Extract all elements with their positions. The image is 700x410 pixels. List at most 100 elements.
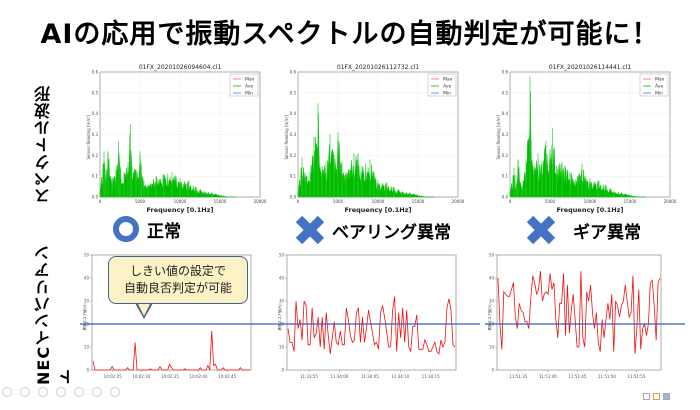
invariant-chart-bearing: 0102030405011:33:5511:34:0011:34:0511:34… (275, 250, 480, 390)
subtitle-icon[interactable] (92, 387, 102, 397)
svg-text:10:02:40: 10:02:40 (190, 374, 208, 379)
svg-text:5000: 5000 (333, 199, 344, 204)
status-label: 正常 (147, 221, 181, 242)
svg-text:40: 40 (279, 276, 285, 281)
svg-text:0: 0 (297, 199, 300, 204)
svg-text:11:51:55: 11:51:55 (627, 374, 645, 379)
svg-text:Ave: Ave (443, 84, 451, 90)
svg-text:0: 0 (281, 368, 284, 373)
svg-text:0: 0 (491, 368, 494, 373)
svg-text:11:34:10: 11:34:10 (391, 374, 409, 379)
slide-title: AIの応用で振動スペクトルの自動判定が可能に！ (40, 19, 660, 50)
svg-text:0.3: 0.3 (92, 132, 99, 137)
svg-text:01FX_20201026114441.cl1: 01FX_20201026114441.cl1 (549, 64, 632, 71)
cross-ng-icon (527, 216, 555, 244)
svg-text:10:02:25: 10:02:25 (104, 374, 122, 379)
svg-text:40: 40 (489, 276, 495, 281)
status-gear: ギア異常 (527, 216, 641, 244)
svg-text:0.3: 0.3 (502, 132, 509, 137)
svg-text:15000: 15000 (624, 199, 637, 204)
svg-text:10: 10 (279, 345, 285, 350)
svg-text:01FX_20201026094604.cl1: 01FX_20201026094604.cl1 (139, 64, 222, 71)
svg-text:Min: Min (443, 91, 451, 97)
svg-text:0.4: 0.4 (502, 111, 509, 116)
svg-text:11:51:45: 11:51:45 (568, 374, 586, 379)
svg-text:01FX_20201026112732.cl1: 01FX_20201026112732.cl1 (337, 64, 420, 71)
spectrum-chart-bearing: 01FX_20201026112732.cl1 0.0 0.1 0.2 0.3 0.4 0.… (278, 62, 468, 222)
svg-text:11:34:15: 11:34:15 (422, 374, 440, 379)
view-switcher (643, 393, 670, 400)
svg-text:0.0: 0.0 (290, 195, 297, 200)
cross-ng-icon (296, 216, 324, 244)
svg-text:30: 30 (84, 299, 90, 304)
svg-text:異常スコア値(%): 異常スコア値(%) (82, 303, 87, 331)
svg-text:異常スコア値(%): 異常スコア値(%) (277, 303, 282, 331)
status-label: ギア異常 (573, 222, 641, 243)
normal-view-icon[interactable] (643, 393, 650, 400)
svg-text:11:33:55: 11:33:55 (300, 374, 318, 379)
svg-text:0.1: 0.1 (92, 174, 99, 179)
svg-text:0.2: 0.2 (92, 153, 99, 158)
svg-text:11:51:50: 11:51:50 (598, 374, 616, 379)
svg-text:Max: Max (655, 77, 665, 83)
svg-text:0.6: 0.6 (290, 70, 297, 75)
prev-icon[interactable] (2, 387, 12, 397)
svg-text:Frequency [0.1Hz]: Frequency [0.1Hz] (345, 206, 412, 214)
status-label: ベアリング異常 (332, 222, 451, 243)
svg-text:10000: 10000 (584, 199, 597, 204)
zoom-icon[interactable] (74, 387, 84, 397)
svg-text:0.2: 0.2 (502, 153, 509, 158)
svg-text:30: 30 (489, 299, 495, 304)
svg-text:0.6: 0.6 (92, 70, 99, 75)
svg-text:10:02:35: 10:02:35 (161, 374, 179, 379)
threshold-callout: しきい値の設定で 自動良否判定が可能 (108, 256, 248, 304)
svg-text:20000: 20000 (254, 199, 267, 204)
circle-ok-icon (113, 216, 139, 242)
svg-text:10000: 10000 (174, 199, 187, 204)
svg-text:0: 0 (86, 368, 89, 373)
svg-text:10: 10 (84, 345, 90, 350)
svg-text:20000: 20000 (452, 199, 465, 204)
reading-view-icon[interactable] (663, 393, 670, 400)
pointer-icon[interactable] (56, 387, 66, 397)
svg-text:0.0: 0.0 (92, 195, 99, 200)
svg-text:30: 30 (279, 299, 285, 304)
svg-text:50: 50 (279, 253, 285, 258)
svg-text:0: 0 (99, 199, 102, 204)
svg-text:異常スコア値(%): 異常スコア値(%) (487, 303, 492, 331)
presentation-toolbar (2, 387, 120, 397)
slide-sorter-icon[interactable] (653, 393, 660, 400)
svg-text:10: 10 (489, 345, 495, 350)
svg-text:0.4: 0.4 (92, 111, 99, 116)
svg-text:50: 50 (84, 253, 90, 258)
pen-icon[interactable] (38, 387, 48, 397)
svg-text:0.6: 0.6 (502, 70, 509, 75)
svg-text:5000: 5000 (135, 199, 146, 204)
svg-text:Sensor Reading [m/s²]: Sensor Reading [m/s²] (284, 115, 289, 160)
invariant-chart-gear: 0102030405011:51:3511:51:4011:51:4511:51… (485, 250, 685, 390)
svg-text:10:02:45: 10:02:45 (218, 374, 236, 379)
svg-text:20000: 20000 (664, 199, 677, 204)
svg-text:15000: 15000 (214, 199, 227, 204)
more-icon[interactable] (110, 387, 120, 397)
spectrum-chart-gear: 01FX_20201026114441.cl1 0.0 0.1 0.2 0.3 0.4 0.… (490, 62, 680, 222)
svg-text:50: 50 (489, 253, 495, 258)
svg-text:40: 40 (84, 276, 90, 281)
status-bearing: ベアリング異常 (296, 216, 451, 244)
svg-text:Max: Max (443, 77, 453, 83)
svg-text:0.1: 0.1 (290, 174, 297, 179)
svg-text:Ave: Ave (245, 84, 253, 90)
row-label-spectrum: スペクトル波形 (34, 85, 53, 204)
svg-text:10000: 10000 (372, 199, 385, 204)
row-label-invariant: NECインバリアント (34, 243, 77, 385)
svg-text:Sensor Reading [m/s²]: Sensor Reading [m/s²] (86, 115, 91, 160)
svg-text:0.1: 0.1 (502, 174, 509, 179)
svg-text:0.5: 0.5 (502, 90, 509, 95)
svg-text:Min: Min (245, 91, 253, 97)
svg-text:0.2: 0.2 (290, 153, 297, 158)
svg-text:10:02:30: 10:02:30 (132, 374, 150, 379)
svg-text:Sensor Reading [m/s²]: Sensor Reading [m/s²] (496, 115, 501, 160)
svg-text:Max: Max (245, 77, 255, 83)
next-icon[interactable] (20, 387, 30, 397)
svg-text:11:51:35: 11:51:35 (509, 374, 527, 379)
